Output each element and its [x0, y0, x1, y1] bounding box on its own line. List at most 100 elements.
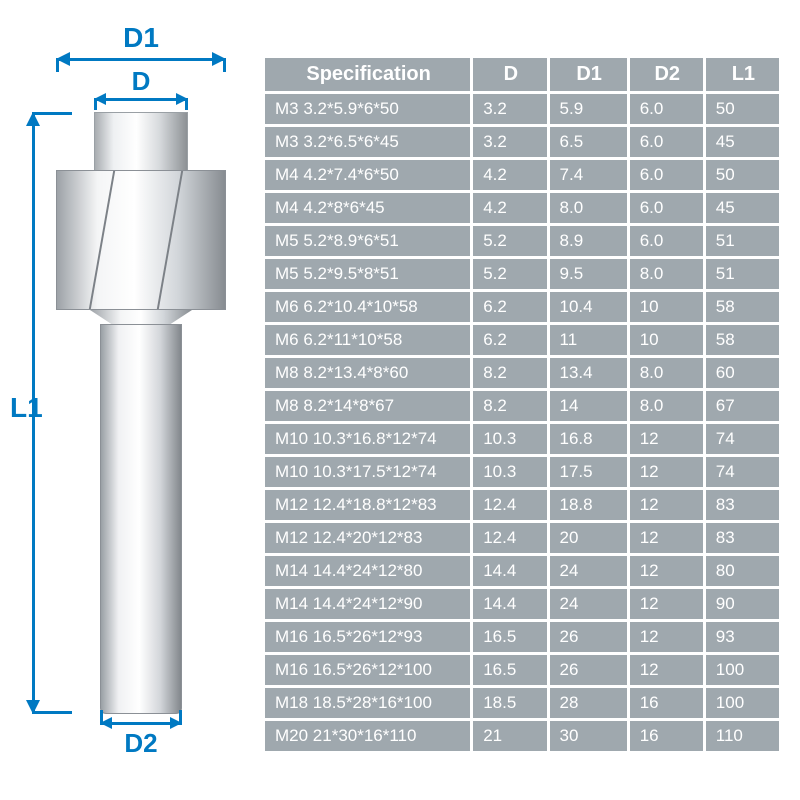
value-cell: 11 [550, 325, 627, 355]
value-cell: 10.3 [473, 457, 546, 487]
tool-diagram: D1 D L1 D2 [0, 30, 260, 770]
table-row: M14 14.4*24*12*9014.4241290 [265, 589, 779, 619]
value-cell: 4.2 [473, 160, 546, 190]
value-cell: 16.5 [473, 622, 546, 652]
table-row: M20 21*30*16*110213016110 [265, 721, 779, 751]
spec-cell: M5 5.2*9.5*8*51 [265, 259, 470, 289]
table-row: M3 3.2*5.9*6*503.25.96.050 [265, 94, 779, 124]
spec-cell: M10 10.3*16.8*12*74 [265, 424, 470, 454]
spec-cell: M6 6.2*11*10*58 [265, 325, 470, 355]
tool-pilot [94, 112, 188, 170]
value-cell: 18.8 [550, 490, 627, 520]
d-label: D [94, 66, 188, 97]
d2-label: D2 [100, 728, 182, 759]
spec-table: SpecificationDD1D2L1 M3 3.2*5.9*6*503.25… [262, 55, 782, 754]
table-row: M16 16.5*26*12*10016.52612100 [265, 655, 779, 685]
table-row: M14 14.4*24*12*8014.4241280 [265, 556, 779, 586]
value-cell: 8.0 [630, 391, 703, 421]
spec-cell: M4 4.2*7.4*6*50 [265, 160, 470, 190]
value-cell: 12 [630, 457, 703, 487]
value-cell: 14.4 [473, 589, 546, 619]
value-cell: 50 [706, 94, 779, 124]
table-row: M12 12.4*18.8*12*8312.418.81283 [265, 490, 779, 520]
value-cell: 6.0 [630, 94, 703, 124]
value-cell: 12 [630, 523, 703, 553]
value-cell: 21 [473, 721, 546, 751]
value-cell: 28 [550, 688, 627, 718]
table-row: M12 12.4*20*12*8312.4201283 [265, 523, 779, 553]
value-cell: 3.2 [473, 94, 546, 124]
d1-label: D1 [56, 22, 226, 54]
spec-table-container: SpecificationDD1D2L1 M3 3.2*5.9*6*503.25… [262, 55, 782, 754]
value-cell: 8.0 [550, 193, 627, 223]
value-cell: 24 [550, 589, 627, 619]
value-cell: 110 [706, 721, 779, 751]
value-cell: 74 [706, 424, 779, 454]
value-cell: 10 [630, 292, 703, 322]
l1-label: L1 [10, 392, 43, 424]
table-row: M4 4.2*8*6*454.28.06.045 [265, 193, 779, 223]
tool-shank [100, 324, 182, 714]
tool-head [56, 170, 226, 310]
table-row: M3 3.2*6.5*6*453.26.56.045 [265, 127, 779, 157]
tool-drawing [56, 112, 226, 714]
spec-cell: M10 10.3*17.5*12*74 [265, 457, 470, 487]
value-cell: 45 [706, 127, 779, 157]
spec-cell: M14 14.4*24*12*90 [265, 589, 470, 619]
spec-cell: M20 21*30*16*110 [265, 721, 470, 751]
dim-line [56, 58, 226, 61]
table-row: M5 5.2*9.5*8*515.29.58.051 [265, 259, 779, 289]
spec-cell: M18 18.5*28*16*100 [265, 688, 470, 718]
value-cell: 6.0 [630, 193, 703, 223]
value-cell: 16 [630, 688, 703, 718]
value-cell: 26 [550, 655, 627, 685]
table-row: M10 10.3*17.5*12*7410.317.51274 [265, 457, 779, 487]
spec-cell: M3 3.2*5.9*6*50 [265, 94, 470, 124]
value-cell: 12 [630, 556, 703, 586]
l1-dimension: L1 [18, 112, 48, 714]
value-cell: 100 [706, 655, 779, 685]
d1-dimension: D1 [56, 30, 226, 70]
table-row: M4 4.2*7.4*6*504.27.46.050 [265, 160, 779, 190]
value-cell: 30 [550, 721, 627, 751]
value-cell: 7.4 [550, 160, 627, 190]
table-row: M8 8.2*13.4*8*608.213.48.060 [265, 358, 779, 388]
spec-cell: M4 4.2*8*6*45 [265, 193, 470, 223]
value-cell: 5.9 [550, 94, 627, 124]
value-cell: 74 [706, 457, 779, 487]
col-header-d1: D1 [550, 58, 627, 91]
d-dimension: D [94, 70, 188, 110]
col-header-d: D [473, 58, 546, 91]
value-cell: 45 [706, 193, 779, 223]
d2-dimension: D2 [100, 718, 182, 748]
col-header-specification: Specification [265, 58, 470, 91]
value-cell: 4.2 [473, 193, 546, 223]
spec-cell: M16 16.5*26*12*93 [265, 622, 470, 652]
table-row: M16 16.5*26*12*9316.5261293 [265, 622, 779, 652]
table-row: M6 6.2*10.4*10*586.210.41058 [265, 292, 779, 322]
spec-cell: M14 14.4*24*12*80 [265, 556, 470, 586]
spec-cell: M8 8.2*13.4*8*60 [265, 358, 470, 388]
value-cell: 8.9 [550, 226, 627, 256]
value-cell: 14 [550, 391, 627, 421]
table-row: M6 6.2*11*10*586.2111058 [265, 325, 779, 355]
value-cell: 9.5 [550, 259, 627, 289]
value-cell: 10.3 [473, 424, 546, 454]
spec-cell: M3 3.2*6.5*6*45 [265, 127, 470, 157]
value-cell: 58 [706, 325, 779, 355]
value-cell: 24 [550, 556, 627, 586]
value-cell: 17.5 [550, 457, 627, 487]
table-row: M5 5.2*8.9*6*515.28.96.051 [265, 226, 779, 256]
value-cell: 26 [550, 622, 627, 652]
value-cell: 93 [706, 622, 779, 652]
spec-cell: M16 16.5*26*12*100 [265, 655, 470, 685]
value-cell: 6.5 [550, 127, 627, 157]
value-cell: 50 [706, 160, 779, 190]
value-cell: 16.5 [473, 655, 546, 685]
value-cell: 5.2 [473, 259, 546, 289]
value-cell: 51 [706, 226, 779, 256]
value-cell: 13.4 [550, 358, 627, 388]
value-cell: 14.4 [473, 556, 546, 586]
value-cell: 18.5 [473, 688, 546, 718]
table-row: M10 10.3*16.8*12*7410.316.81274 [265, 424, 779, 454]
